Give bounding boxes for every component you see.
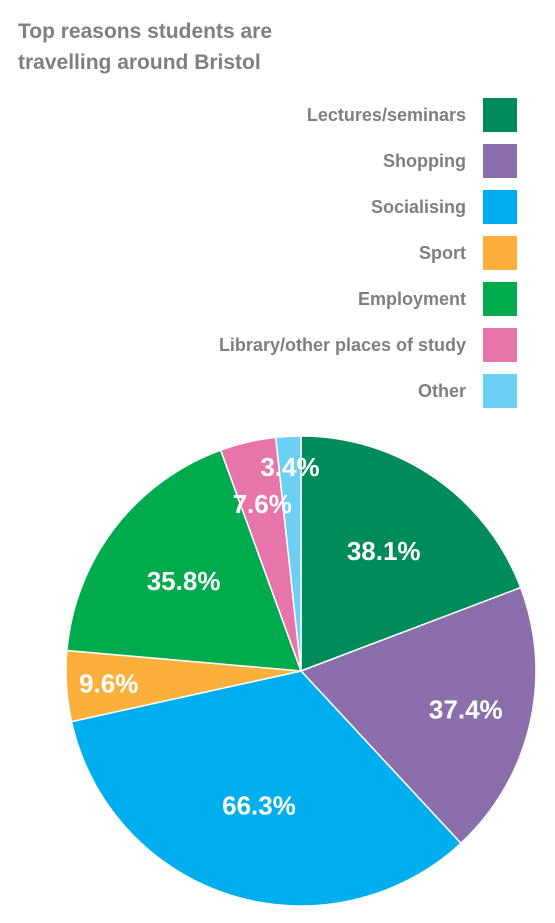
legend-label: Lectures/seminars [306,104,466,125]
data-label-other: 3.4% [260,452,319,482]
legend-label: Sport [419,242,466,263]
legend-swatch [483,236,517,270]
legend-swatch [483,144,517,178]
legend-entry-lectures-seminars: Lectures/seminars [219,98,517,132]
pie-slice-other [274,435,302,672]
legend-swatch [483,190,517,224]
data-label-sport: 9.6% [79,669,138,699]
legend-entry-library: Library/other places of study [219,328,517,362]
legend-label: Socialising [370,196,466,217]
legend-swatch [483,98,517,132]
legend-swatch [483,374,517,408]
pie-slice-lectures-seminars [300,435,522,673]
chart-legend: Lectures/seminars Shopping Socialising S… [219,98,517,420]
data-label-lectures-seminars: 38.1% [347,536,421,566]
chart-title: Top reasons students are travelling arou… [18,16,338,78]
data-label-shopping: 37.4% [429,695,503,725]
chart-title-line-1: Top reasons students are [18,20,273,43]
legend-entry-employment: Employment [219,282,517,316]
pie-slice-socialising [70,670,462,907]
legend-entry-shopping: Shopping [219,144,517,178]
legend-entry-sport: Sport [219,236,517,270]
legend-label: Other [417,380,466,401]
legend-entry-socialising: Socialising [219,190,517,224]
data-label-library-other-places-of-study: 7.6% [233,489,292,519]
chart-title-line-2: travelling around Bristol [18,51,261,74]
pie-slice-shopping [299,586,537,845]
legend-label: Shopping [383,150,466,171]
legend-swatch [483,328,517,362]
legend-label: Employment [357,288,466,309]
legend-label: Library/other places of study [218,334,466,355]
data-label-employment: 35.8% [147,566,221,596]
legend-entry-other: Other [219,374,517,408]
pie-slice-employment [66,449,303,672]
legend-swatch [483,282,517,316]
data-label-socialising: 66.3% [222,791,296,821]
